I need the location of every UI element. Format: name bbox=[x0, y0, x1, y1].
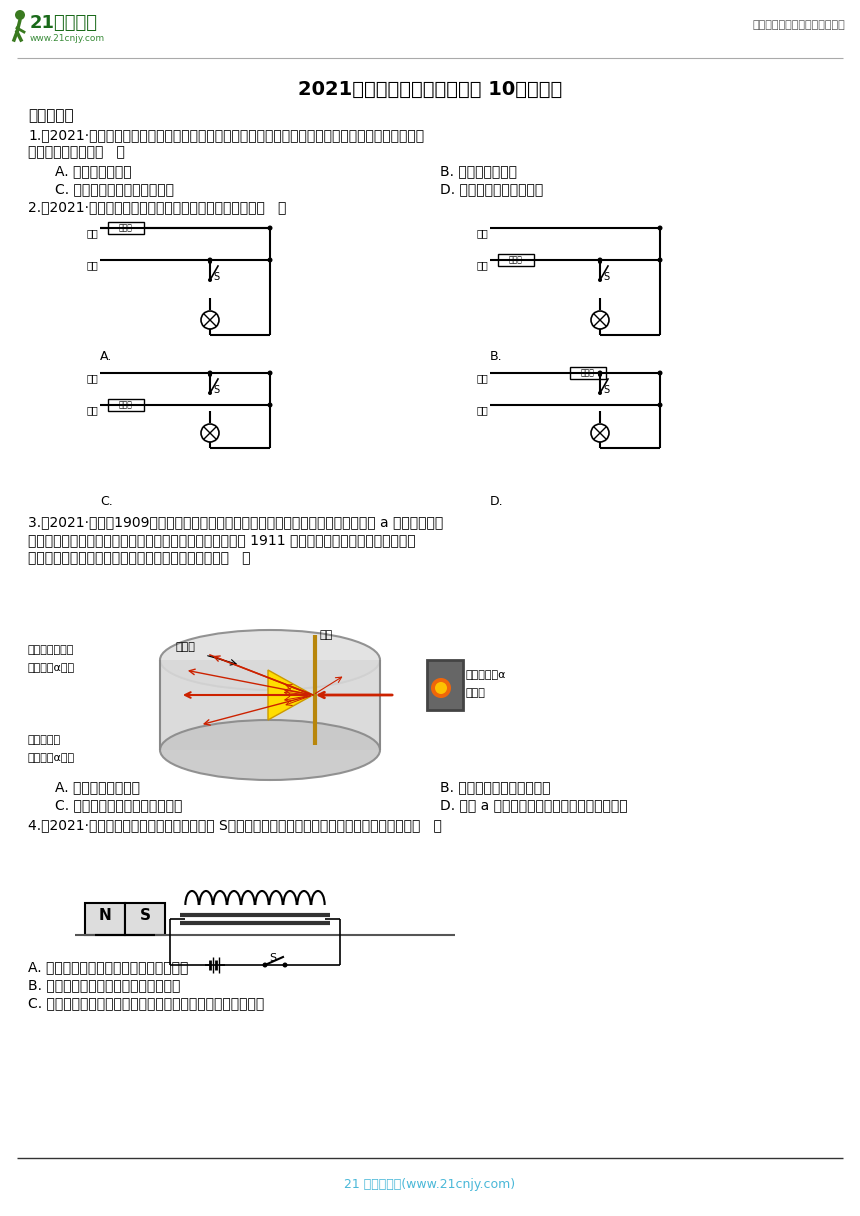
Text: A. 条形磁铁受到电磁铁对其向左的作用力: A. 条形磁铁受到电磁铁对其向左的作用力 bbox=[28, 959, 188, 974]
Text: S: S bbox=[269, 953, 277, 963]
Circle shape bbox=[658, 371, 662, 376]
Text: 断路器: 断路器 bbox=[119, 223, 133, 232]
Text: 极大多数不改变: 极大多数不改变 bbox=[28, 644, 74, 655]
Bar bbox=[570, 367, 606, 379]
Text: 极少数改变: 极少数改变 bbox=[28, 734, 61, 745]
Polygon shape bbox=[268, 670, 313, 720]
Circle shape bbox=[201, 311, 219, 330]
Circle shape bbox=[598, 373, 602, 377]
Bar bbox=[10, 9, 135, 50]
Circle shape bbox=[282, 963, 287, 968]
Circle shape bbox=[267, 258, 273, 263]
Text: 火线: 火线 bbox=[86, 373, 98, 383]
Text: S: S bbox=[603, 385, 609, 395]
Text: B.: B. bbox=[490, 350, 502, 364]
Text: C. 将插头的接地插脚掰弯使用: C. 将插头的接地插脚掰弯使用 bbox=[55, 182, 174, 196]
Circle shape bbox=[591, 424, 609, 441]
Text: 零线: 零线 bbox=[86, 260, 98, 270]
Circle shape bbox=[591, 311, 609, 330]
Text: 1.（2021·台州）电给人类的生活带来极大的方便，然而使用不当时，也会给人们带来危害，下列符合: 1.（2021·台州）电给人类的生活带来极大的方便，然而使用不当时，也会给人们带… bbox=[28, 128, 424, 142]
Text: 3.（2021·宁波）1909年起，英国科学家卢瑟福和他的助手用一束带正电荷的极高速 a 粒子流轰击一: 3.（2021·宁波）1909年起，英国科学家卢瑟福和他的助手用一束带正电荷的极… bbox=[28, 516, 443, 529]
Text: 运动方向α粒子: 运动方向α粒子 bbox=[28, 753, 75, 762]
Text: 2021年科学中考真题分类汇编 10：电磁学: 2021年科学中考真题分类汇编 10：电磁学 bbox=[298, 80, 562, 98]
Text: 21 世纪教育网(www.21cnjy.com): 21 世纪教育网(www.21cnjy.com) bbox=[345, 1178, 515, 1190]
Text: 火线: 火线 bbox=[86, 229, 98, 238]
Circle shape bbox=[207, 258, 212, 263]
Text: B. 条形磁铁受到桌面对其向左的摩擦力: B. 条形磁铁受到桌面对其向左的摩擦力 bbox=[28, 978, 181, 992]
Bar bbox=[427, 660, 463, 710]
Circle shape bbox=[658, 402, 662, 407]
Text: www.21cnjy.com: www.21cnjy.com bbox=[30, 34, 105, 43]
Circle shape bbox=[208, 392, 212, 395]
Ellipse shape bbox=[160, 720, 380, 779]
Text: 2.（2021·湖州）以下四幅家庭电路图中，连接正确的是（   ）: 2.（2021·湖州）以下四幅家庭电路图中，连接正确的是（ ） bbox=[28, 199, 286, 214]
Text: 运动方向α粒子: 运动方向α粒子 bbox=[28, 663, 75, 672]
Ellipse shape bbox=[160, 630, 380, 689]
Bar bbox=[10, 7, 140, 55]
Circle shape bbox=[208, 278, 212, 282]
Circle shape bbox=[658, 225, 662, 231]
Circle shape bbox=[262, 963, 267, 968]
Text: C.: C. bbox=[100, 495, 113, 508]
Circle shape bbox=[598, 371, 603, 376]
Bar bbox=[125, 903, 165, 935]
Text: 高速运动的α: 高速运动的α bbox=[465, 670, 506, 680]
Text: C. 将滑动变阻器的滑片向右移动，条形磁铁受到的摩擦力不变: C. 将滑动变阻器的滑片向右移动，条形磁铁受到的摩擦力不变 bbox=[28, 996, 264, 1010]
Text: A.: A. bbox=[100, 350, 113, 364]
Text: B. 电荷的定向移动形成电流: B. 电荷的定向移动形成电流 bbox=[440, 779, 550, 794]
Text: 一、单选题: 一、单选题 bbox=[28, 108, 74, 123]
Text: 火线: 火线 bbox=[476, 373, 488, 383]
Text: D. 放风筝时远离高压设备: D. 放风筝时远离高压设备 bbox=[440, 182, 544, 196]
Bar bbox=[108, 399, 144, 411]
Text: 片很薄的金箔，并根据如图所示的实验现象和已有知识，在 1911 年提出了原子的有核模型。要解释: 片很薄的金箔，并根据如图所示的实验现象和已有知识，在 1911 年提出了原子的有… bbox=[28, 533, 415, 547]
Text: 荧光屏: 荧光屏 bbox=[175, 642, 195, 652]
Circle shape bbox=[15, 10, 25, 19]
Bar bbox=[108, 223, 144, 233]
Circle shape bbox=[598, 258, 603, 263]
Text: 火线: 火线 bbox=[476, 229, 488, 238]
Text: 零线: 零线 bbox=[476, 260, 488, 270]
Text: A. 超负荷使用插座: A. 超负荷使用插座 bbox=[55, 164, 132, 178]
Circle shape bbox=[598, 260, 602, 264]
Bar bbox=[160, 660, 380, 750]
Circle shape bbox=[207, 371, 212, 376]
Circle shape bbox=[208, 373, 212, 377]
Circle shape bbox=[201, 424, 219, 441]
Circle shape bbox=[658, 258, 662, 263]
Text: 断路器: 断路器 bbox=[509, 255, 523, 264]
Circle shape bbox=[208, 260, 212, 264]
Text: 金箔: 金箔 bbox=[320, 630, 334, 640]
Text: 断路器: 断路器 bbox=[119, 400, 133, 409]
Text: S: S bbox=[603, 272, 609, 282]
Text: N: N bbox=[99, 908, 112, 923]
Circle shape bbox=[267, 402, 273, 407]
Text: 安全用电原则的是（   ）: 安全用电原则的是（ ） bbox=[28, 145, 125, 159]
Circle shape bbox=[598, 392, 602, 395]
Text: 本实验现象产生的原因，下列知识中不需要用到的是（   ）: 本实验现象产生的原因，下列知识中不需要用到的是（ ） bbox=[28, 551, 250, 565]
Text: 21世纪教育: 21世纪教育 bbox=[30, 15, 98, 32]
Text: 粒子流: 粒子流 bbox=[465, 688, 485, 698]
Text: C. 力是改变物体运动状态的原因: C. 力是改变物体运动状态的原因 bbox=[55, 798, 182, 812]
Text: 4.（2021·杭州）如图所示，闭合电磁铁开关 S，条形磁铁静止在水平桌面上，下列判断正确的是（   ）: 4.（2021·杭州）如图所示，闭合电磁铁开关 S，条形磁铁静止在水平桌面上，下… bbox=[28, 818, 442, 832]
Text: 零线: 零线 bbox=[86, 405, 98, 415]
Text: B. 用湿手触摸开关: B. 用湿手触摸开关 bbox=[440, 164, 517, 178]
Text: S: S bbox=[213, 272, 219, 282]
Text: 断路器: 断路器 bbox=[581, 368, 595, 377]
Bar bbox=[85, 903, 125, 935]
Text: S: S bbox=[139, 908, 150, 923]
Bar bbox=[498, 254, 534, 266]
Text: D.: D. bbox=[490, 495, 504, 508]
Circle shape bbox=[431, 679, 451, 698]
Text: S: S bbox=[213, 385, 219, 395]
Circle shape bbox=[598, 278, 602, 282]
Text: 中小学教育资源及组卷应用平台: 中小学教育资源及组卷应用平台 bbox=[752, 19, 845, 30]
Text: A. 同种电荷相互排斥: A. 同种电荷相互排斥 bbox=[55, 779, 140, 794]
Circle shape bbox=[435, 682, 447, 694]
Text: 零线: 零线 bbox=[476, 405, 488, 415]
Circle shape bbox=[267, 225, 273, 231]
Circle shape bbox=[267, 371, 273, 376]
Text: D. 一个 a 粒子的质量比一个电子的质量大得多: D. 一个 a 粒子的质量比一个电子的质量大得多 bbox=[440, 798, 628, 812]
